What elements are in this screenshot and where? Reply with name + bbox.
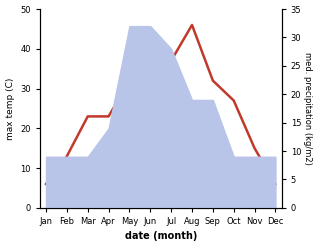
Y-axis label: med. precipitation (kg/m2): med. precipitation (kg/m2) [303, 52, 313, 165]
X-axis label: date (month): date (month) [125, 231, 197, 242]
Y-axis label: max temp (C): max temp (C) [5, 77, 15, 140]
